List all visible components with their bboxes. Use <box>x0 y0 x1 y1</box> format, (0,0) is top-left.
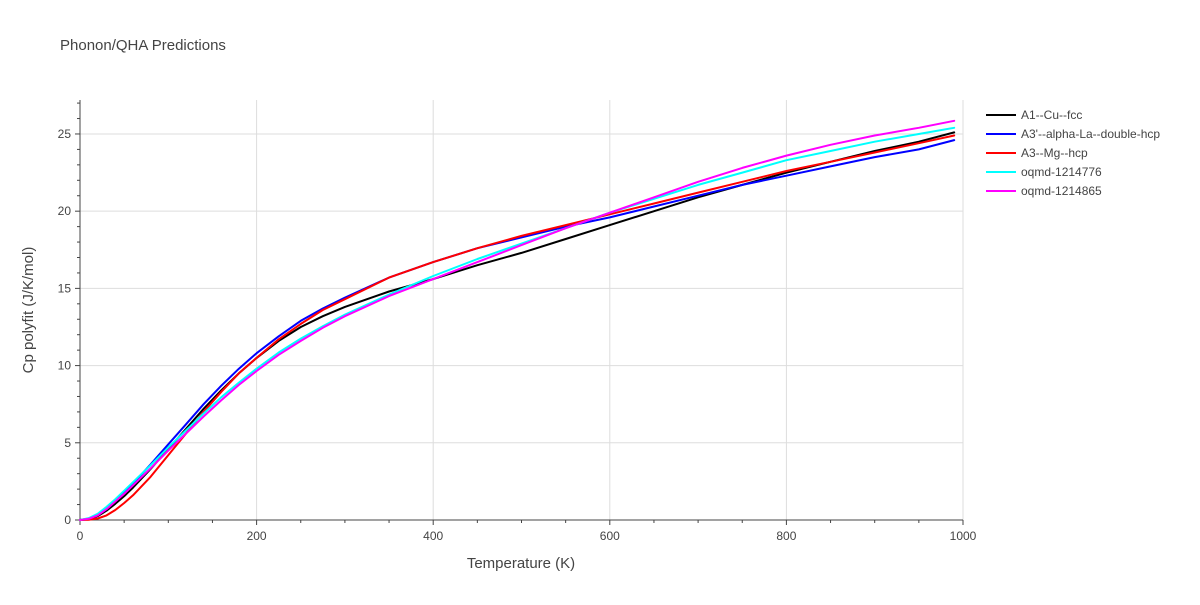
chart-title: Phonon/QHA Predictions <box>60 37 226 54</box>
series-line-oqmd-1214865 <box>79 119 956 521</box>
series-line-A1--Cu--fcc <box>79 131 956 521</box>
legend-label: oqmd-1214865 <box>1021 184 1102 198</box>
x-tick-label: 400 <box>423 529 443 543</box>
y-tick-label: 0 <box>64 513 71 527</box>
series-layer <box>79 119 956 521</box>
y-tick-label: 20 <box>58 204 72 218</box>
y-tick-label: 15 <box>58 281 72 295</box>
grid-layer <box>80 100 964 520</box>
series-line-oqmd-1214776 <box>79 126 956 521</box>
x-tick-label: 1000 <box>950 529 977 543</box>
legend-label: A3--Mg--hcp <box>1021 146 1088 160</box>
legend-label: A3'--alpha-La--double-hcp <box>1021 127 1160 141</box>
legend-label: A1--Cu--fcc <box>1021 108 1082 122</box>
x-tick-label: 800 <box>776 529 796 543</box>
y-tick-label: 10 <box>58 359 72 373</box>
series-line-A3'--alpha-La--double-hcp <box>79 139 956 521</box>
x-tick-label: 200 <box>247 529 267 543</box>
axes-layer: 0 200 400 600 800 1000 0 5 10 15 20 25 <box>58 100 977 543</box>
y-tick-label: 5 <box>64 436 71 450</box>
y-tick-label: 25 <box>58 127 72 141</box>
series-line-A3--Mg--hcp <box>79 134 956 521</box>
legend: A1--Cu--fcc A3'--alpha-La--double-hcp A3--… <box>986 108 1160 198</box>
x-axis-label: Temperature (K) <box>467 555 575 572</box>
legend-label: oqmd-1214776 <box>1021 165 1102 179</box>
x-tick-label: 600 <box>600 529 620 543</box>
x-tick-label: 0 <box>77 529 84 543</box>
y-axis-label: Cp polyfit (J/K/mol) <box>20 247 37 374</box>
